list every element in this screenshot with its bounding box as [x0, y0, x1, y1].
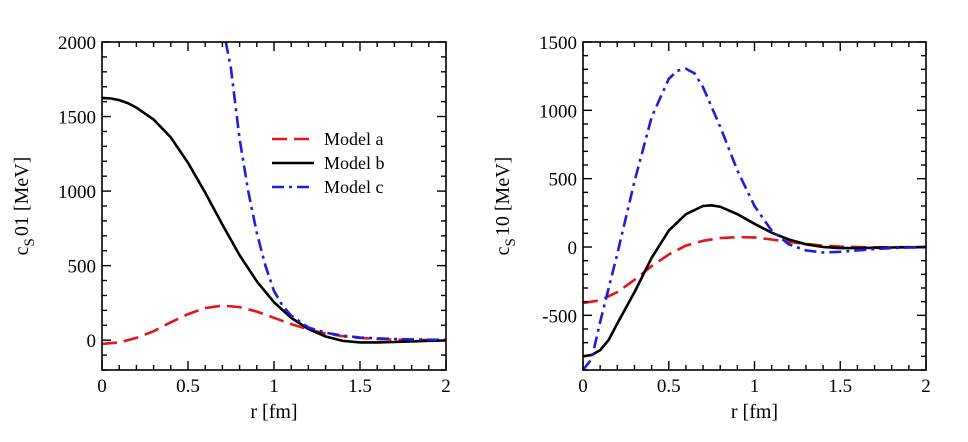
- legend: Model a Model b Model c: [272, 129, 385, 197]
- y-tick-label: 1500: [58, 108, 96, 129]
- right-model-c-line: [583, 67, 926, 370]
- right-panel: 0 0.5 1 1.5 2 -500 0 500 1000 1500 r [fm] cS 10 [M…: [492, 33, 931, 423]
- y-tick-label: -500: [542, 306, 577, 327]
- left-plot-frame: [101, 41, 447, 371]
- legend-label-model-c: Model c: [324, 177, 383, 197]
- x-tick-label: 0.5: [176, 376, 200, 397]
- right-model-a-line: [583, 235, 926, 305]
- right-series-layer: [583, 67, 926, 370]
- y-tick-label: 500: [549, 170, 578, 191]
- right-y-label-subscript: S: [503, 238, 519, 246]
- x-tick-label: 0: [97, 376, 107, 397]
- right-tick-labels: 0 0.5 1 1.5 2 -500 0 500 1000 1500: [539, 33, 931, 397]
- legend-label-model-b: Model b: [324, 153, 385, 173]
- right-model-b-line: [583, 203, 926, 358]
- left-y-axis-label: cS 01 [MeV]: [11, 157, 38, 256]
- y-tick-label: 1000: [539, 101, 577, 122]
- left-y-label-rest: 01 [MeV]: [11, 157, 33, 236]
- left-model-b-line: [102, 96, 446, 344]
- left-model-c-line: [224, 42, 446, 342]
- y-tick-label: 1500: [539, 33, 577, 54]
- left-series-layer: [102, 42, 446, 346]
- left-tick-labels: 0 0.5 1 1.5 2 0 500 1000 1500 2000: [58, 33, 451, 397]
- right-x-axis-label: r [fm]: [731, 401, 778, 423]
- right-y-label-main: c: [492, 246, 514, 255]
- x-tick-label: 0.5: [657, 376, 681, 397]
- right-ticks-layer: [582, 41, 927, 371]
- left-panel: 0 0.5 1 1.5 2 0 500 1000 1500 2000 r [fm] cS 01 [M…: [11, 33, 451, 423]
- x-tick-label: 1: [750, 376, 760, 397]
- x-tick-label: 1.5: [348, 376, 372, 397]
- right-plot-frame: [582, 41, 927, 371]
- x-tick-label: 1.5: [828, 376, 852, 397]
- y-tick-label: 2000: [58, 33, 96, 54]
- y-tick-label: 500: [68, 257, 97, 278]
- legend-label-model-a: Model a: [324, 129, 383, 149]
- y-tick-label: 0: [568, 238, 578, 259]
- y-tick-label: 1000: [58, 182, 96, 203]
- left-x-axis-label: r [fm]: [250, 401, 297, 423]
- x-tick-label: 0: [578, 376, 588, 397]
- right-y-label-rest: 10 [MeV]: [492, 157, 514, 236]
- y-tick-label: 0: [87, 331, 97, 352]
- x-tick-label: 2: [441, 376, 451, 397]
- left-y-label-subscript: S: [22, 238, 38, 246]
- x-tick-label: 2: [921, 376, 931, 397]
- x-tick-label: 1: [269, 376, 279, 397]
- left-ticks-layer: [101, 41, 447, 371]
- right-y-axis-label: cS 10 [MeV]: [492, 157, 519, 256]
- left-y-label-main: c: [11, 246, 33, 255]
